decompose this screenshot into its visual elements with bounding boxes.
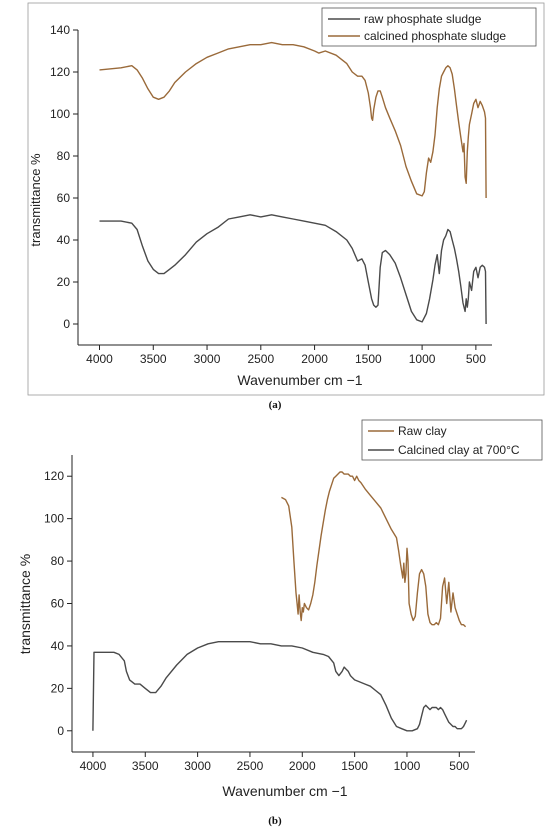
panel-a-frame	[27, 2, 545, 396]
panel-a-legend-label-raw: raw phosphate sludge	[364, 12, 482, 26]
panel-a-legend-box	[321, 7, 537, 47]
panel-b-xlabel: Wavenumber cm −1	[222, 783, 347, 799]
x-tick-label: 1500	[341, 759, 368, 773]
x-tick-label: 3000	[184, 759, 211, 773]
panel-a: 4000 3500 3000 2500 2000 1500 1000 500 0 20 40 60 8…	[27, 2, 545, 411]
y-tick-label: 100	[50, 107, 70, 121]
x-tick-label: 2000	[289, 759, 316, 773]
y-tick-label: 20	[57, 275, 71, 289]
x-tick-label: 2500	[237, 759, 264, 773]
panel-a-legend: raw phosphate sludge calcined phosphate …	[321, 7, 537, 47]
x-tick-label: 3500	[132, 759, 159, 773]
y-tick-label: 60	[57, 191, 71, 205]
series-line-2	[92, 641, 468, 732]
y-tick-label: 120	[44, 469, 64, 483]
y-tick-label: 80	[57, 149, 71, 163]
y-tick-label: 80	[51, 554, 65, 568]
y-tick-label: 100	[44, 512, 64, 526]
y-tick-label: 120	[50, 65, 70, 79]
y-tick-label: 140	[50, 23, 70, 37]
y-tick-label: 40	[51, 639, 65, 653]
x-tick-label: 2500	[247, 352, 274, 366]
x-tick-label: 4000	[86, 352, 113, 366]
x-tick-label: 4000	[80, 759, 107, 773]
series-line-1	[281, 471, 467, 628]
panel-b-label: (b)	[268, 815, 282, 827]
panel-a-label: (a)	[269, 399, 282, 411]
panel-a-legend-label-calcined: calcined phosphate sludge	[364, 29, 506, 43]
y-tick-label: 0	[63, 317, 70, 331]
x-tick-label: 1000	[409, 352, 436, 366]
y-tick-label: 40	[57, 233, 71, 247]
x-tick-label: 3000	[194, 352, 221, 366]
x-tick-label: 1500	[355, 352, 382, 366]
y-tick-label: 0	[57, 724, 64, 738]
panel-b-legend-label-raw: Raw clay	[398, 424, 447, 438]
panel-a-xlabel: Wavenumber cm −1	[237, 372, 362, 388]
panel-b-ylabel: transmittance %	[17, 554, 33, 654]
panel-b: 4000 3500 3000 2500 2000 1500 1000 500 0 20 40 60 8…	[17, 419, 543, 827]
y-tick-label: 60	[51, 597, 65, 611]
panel-b-legend-box	[361, 419, 543, 461]
x-tick-label: 500	[449, 759, 469, 773]
panel-b-legend: Raw clay Calcined clay at 700°C	[361, 419, 543, 461]
series-line-2	[99, 41, 487, 199]
panel-a-ylabel: transmittance %	[28, 153, 43, 247]
x-tick-label: 3500	[140, 352, 167, 366]
x-tick-label: 1000	[394, 759, 421, 773]
series-line-1	[99, 214, 487, 325]
y-tick-label: 20	[51, 681, 65, 695]
x-tick-label: 500	[466, 352, 486, 366]
panel-b-legend-label-calcined: Calcined clay at 700°C	[398, 443, 520, 457]
x-tick-label: 2000	[301, 352, 328, 366]
